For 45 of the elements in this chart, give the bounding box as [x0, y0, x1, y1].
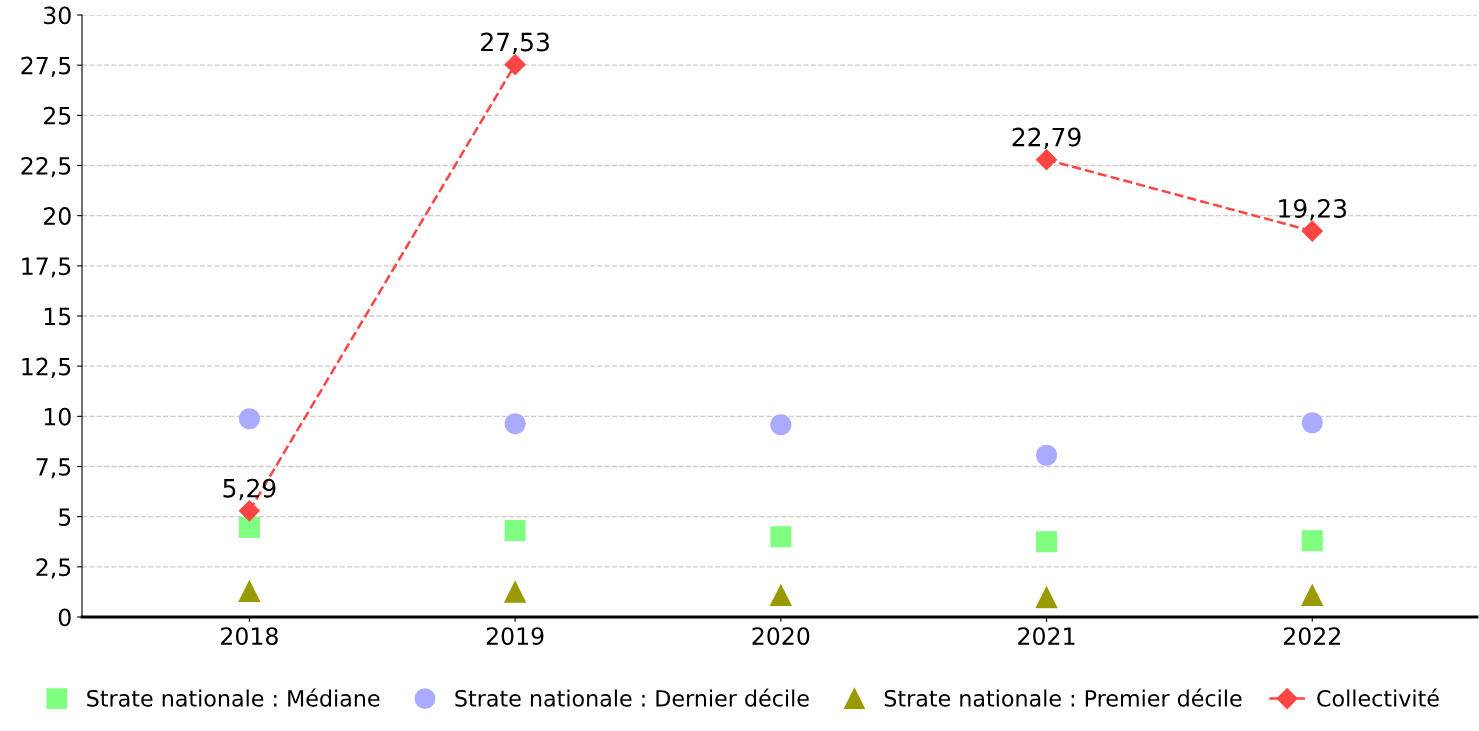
y-tick-label: 7,5 — [36, 458, 71, 479]
y-tick-label: 5 — [59, 508, 71, 526]
y-tick-label: 30 — [44, 6, 71, 25]
point — [1036, 149, 1058, 171]
y-tick-label: 2,5 — [36, 558, 71, 579]
data-label: 19,23 — [1279, 199, 1347, 221]
data-label: 22,79 — [1012, 127, 1081, 150]
x-tick-label: 2019 — [486, 627, 544, 645]
x-tick-label: 2018 — [221, 627, 278, 645]
x-tick-label: 2021 — [1018, 627, 1075, 645]
point — [504, 519, 526, 542]
point — [1036, 531, 1058, 553]
x-tick-label: 2020 — [752, 627, 810, 645]
point — [769, 583, 793, 607]
x-tick-label: 2022 — [1283, 627, 1340, 645]
y-tick-label: 17,5 — [22, 257, 71, 278]
y-tick-label: 0 — [58, 608, 71, 627]
legend-label: Strate nationale : Dernier décile — [455, 688, 809, 707]
point — [504, 54, 526, 76]
point — [238, 579, 261, 603]
point — [1301, 220, 1323, 242]
data-label: 27,53 — [481, 32, 549, 54]
point — [1301, 583, 1324, 607]
y-tick-label: 25 — [43, 106, 71, 125]
legend-label: Strate nationale : Premier décile — [884, 688, 1242, 707]
point — [1301, 412, 1323, 434]
point — [770, 526, 792, 548]
legend-label: Collectivité — [1317, 688, 1439, 707]
point — [1036, 444, 1058, 466]
point — [1035, 585, 1058, 609]
point — [1301, 530, 1323, 552]
y-tick-label: 22,5 — [21, 156, 71, 178]
point — [238, 516, 260, 539]
legend-label: Strate nationale : Médiane — [87, 688, 380, 707]
point — [238, 500, 260, 522]
y-tick-label: 27,5 — [21, 56, 71, 77]
point — [504, 413, 526, 435]
y-tick-label: 12,5 — [22, 357, 71, 378]
y-tick-label: 10 — [44, 407, 71, 426]
y-tick-label: 20 — [43, 207, 71, 225]
data-label: 5,29 — [223, 478, 276, 501]
point — [238, 408, 260, 430]
point — [503, 580, 527, 603]
point — [770, 414, 792, 436]
y-tick-label: 15 — [44, 307, 71, 326]
